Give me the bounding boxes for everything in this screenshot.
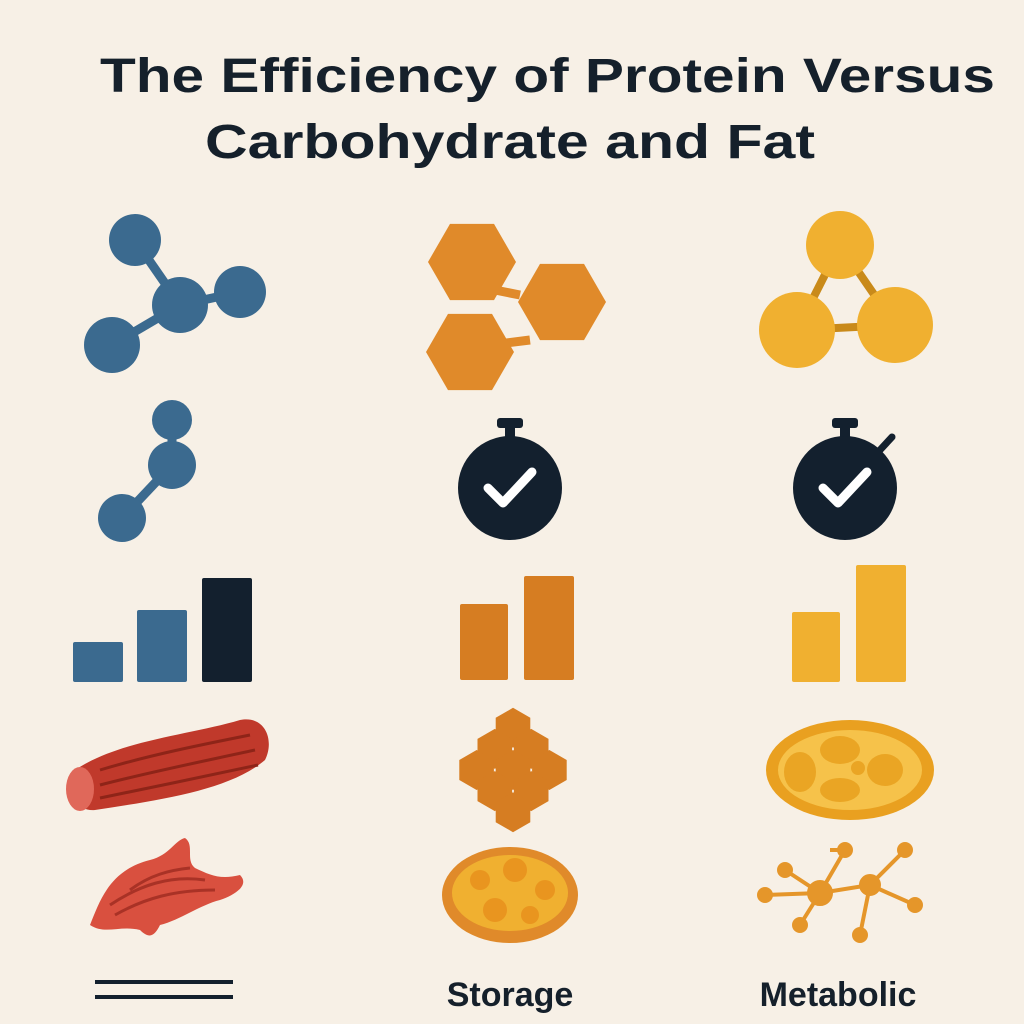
hexagon (426, 313, 514, 391)
hexagon (428, 223, 516, 301)
muscle (66, 719, 269, 811)
carb-hexagons (426, 223, 606, 391)
protein-bars (73, 578, 252, 682)
fat-molecule (759, 211, 933, 368)
protein-molecule (84, 214, 266, 373)
carb-bars (460, 576, 574, 680)
column-label: Metabolic (760, 976, 917, 1014)
adipose-cell (766, 720, 934, 820)
muscle-tissue (90, 838, 244, 936)
stopwatch (458, 418, 562, 540)
hexagon (518, 263, 606, 341)
double-line (95, 980, 233, 999)
hexagon (495, 792, 531, 833)
fat-oval (442, 847, 578, 943)
honeycomb (459, 707, 567, 833)
stopwatch (793, 418, 897, 540)
protein-chain (98, 400, 196, 542)
title-line: Carbohydrate and Fat (205, 116, 815, 169)
title-line: The Efficiency of Protein Versus (100, 50, 995, 103)
fat-bars (792, 565, 906, 682)
metabolic-network (757, 842, 923, 943)
column-label: Storage (447, 976, 574, 1014)
